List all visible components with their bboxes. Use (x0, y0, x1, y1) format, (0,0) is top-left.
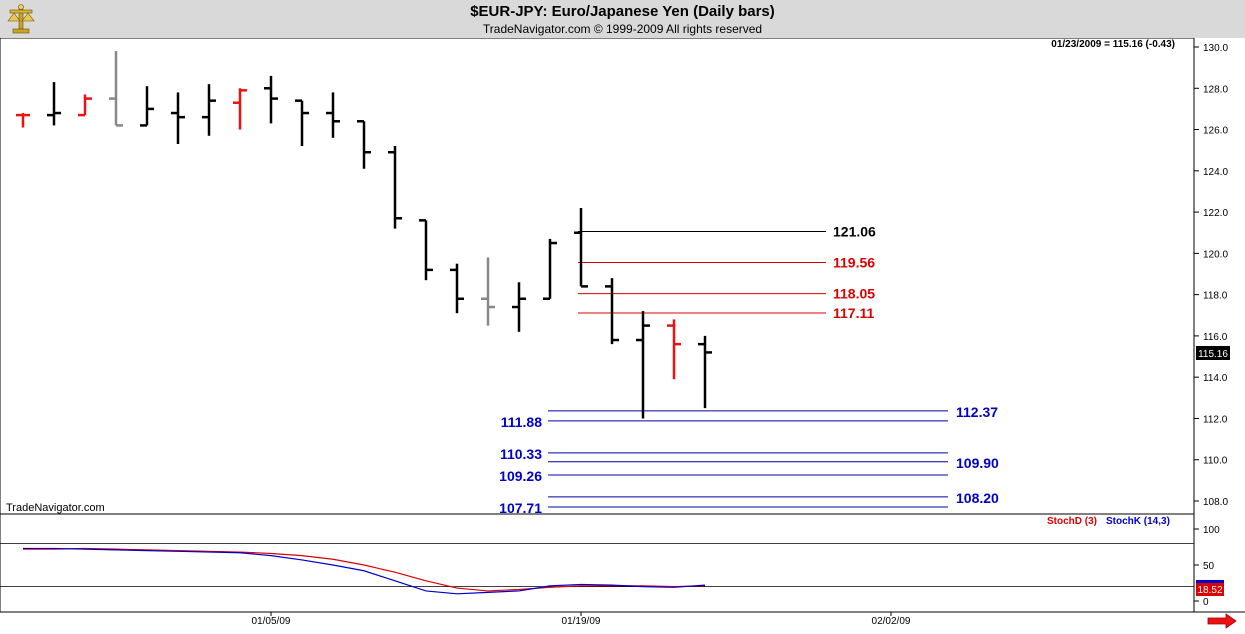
last-price-tag-bg (1196, 346, 1230, 360)
fib-lower-label: 107.71 (499, 500, 542, 516)
price-panel-frame (0, 38, 1195, 515)
price-tick-label: 116.0 (1203, 332, 1228, 343)
price-tick-label: 118.0 (1203, 291, 1228, 302)
fib-upper-label: 118.05 (833, 286, 875, 302)
chart-header: $EUR-JPY: Euro/Japanese Yen (Daily bars)… (0, 0, 1245, 38)
stochastic-indicator: 100 50 0 StochD (3) StochK (14,3) (0, 516, 1220, 608)
fib-upper-label: 117.11 (833, 305, 874, 321)
date-tick-label: 02/02/09 (872, 616, 911, 627)
price-tick-label: 108.0 (1203, 497, 1228, 508)
stoch-panel-frame (0, 513, 1195, 613)
last-bar-info: 01/23/2009 = 115.16 (-0.43) (1051, 39, 1175, 50)
price-tick-label: 124.0 (1203, 167, 1228, 178)
copyright-text: TradeNavigator.com © 1999-2009 All right… (482, 22, 763, 36)
fib-lower-label: 111.88 (501, 414, 542, 430)
stoch-tick-label: 100 (1203, 525, 1220, 536)
stoch-tick-label: 50 (1203, 561, 1215, 572)
price-axis-ticks: 130.0 128.0 126.0 124.0 122.0 120.0 118.0 116.0… (1194, 43, 1228, 508)
stochD-tag-bg (1196, 583, 1224, 596)
price-tick-label: 110.0 (1203, 456, 1228, 467)
right-arrow-icon[interactable] (1206, 613, 1238, 629)
price-tick-label: 120.0 (1203, 249, 1228, 260)
scales-logo-icon[interactable] (4, 3, 38, 35)
price-tick-label: 128.0 (1203, 84, 1228, 95)
fib-lower-label: 109.90 (956, 455, 999, 471)
stochD-line (23, 547, 706, 592)
date-axis-ticks: 01/05/09 01/19/09 02/02/09 (252, 612, 911, 627)
price-tick-label: 114.0 (1203, 373, 1228, 384)
fib-lower-label: 109.26 (499, 468, 542, 484)
fib-upper-label: 119.56 (833, 254, 875, 270)
legend-stochD: StochD (3) (1047, 516, 1097, 527)
watermark-text: TradeNavigator.com (6, 502, 105, 514)
date-tick-label: 01/19/09 (562, 616, 601, 627)
fibonacci-levels: 121.06 119.56 118.05 117.11 112.37 111.88 110.… (499, 223, 999, 515)
fib-lower-label: 108.20 (956, 490, 999, 506)
stoch-tick-label: 0 (1203, 597, 1209, 608)
stochK-line (23, 547, 706, 595)
fib-upper-label: 121.06 (833, 223, 876, 239)
date-tick-label: 01/05/09 (252, 616, 291, 627)
price-tick-label: 112.0 (1203, 414, 1228, 425)
indicator-value-tag: 18.52 (1197, 585, 1222, 596)
legend-stochK: StochK (14,3) (1106, 516, 1170, 527)
last-price-tag: 115.16 (1198, 349, 1228, 360)
x-axis-strip (0, 612, 1245, 631)
price-tick-label: 130.0 (1203, 43, 1228, 54)
fib-lower-label: 112.37 (956, 404, 998, 420)
price-tick-label: 126.0 (1203, 126, 1228, 137)
price-tick-label: 122.0 (1203, 208, 1228, 219)
fib-lower-label: 110.33 (500, 446, 542, 462)
chart-title: $EUR-JPY: Euro/Japanese Yen (Daily bars) (470, 3, 775, 20)
chart-area[interactable]: 130.0 128.0 126.0 124.0 122.0 120.0 118.0 116.0… (0, 38, 1245, 631)
ohlc-bars (16, 51, 712, 419)
